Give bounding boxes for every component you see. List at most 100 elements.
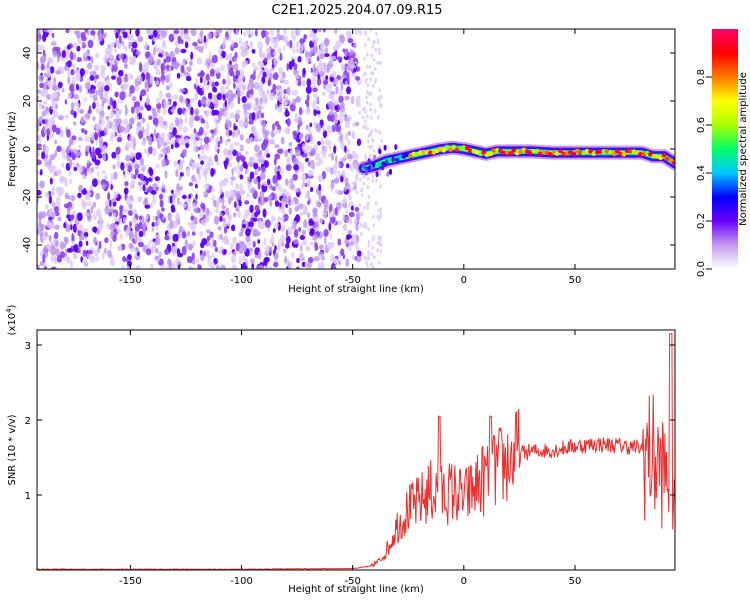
noise-blob <box>70 259 73 269</box>
noise-blob <box>364 224 368 229</box>
signal-blob <box>558 148 563 154</box>
noise-blob <box>135 29 140 37</box>
noise-blob <box>186 75 192 82</box>
noise-blob <box>154 112 158 118</box>
noise-blob <box>50 105 57 110</box>
noise-blob <box>337 190 343 196</box>
noise-blob <box>379 102 382 107</box>
noise-blob <box>285 242 290 249</box>
noise-blob <box>98 213 103 222</box>
noise-blob <box>254 29 258 37</box>
noise-blob <box>111 111 115 117</box>
signal-blob <box>448 147 453 152</box>
noise-blob <box>111 151 117 159</box>
noise-blob <box>82 249 88 257</box>
noise-blob <box>347 130 351 136</box>
noise-blob <box>54 139 57 145</box>
noise-blob <box>376 240 380 245</box>
noise-blob <box>362 224 366 229</box>
noise-blob <box>48 195 53 204</box>
noise-blob <box>355 189 359 194</box>
snr-y-ticks: 1 2 3 <box>25 341 675 502</box>
noise-blob <box>207 92 213 100</box>
noise-blob <box>180 29 184 35</box>
noise-blob <box>363 42 367 47</box>
noise-blob <box>340 63 346 70</box>
noise-blob <box>69 158 73 168</box>
noise-blob <box>174 142 180 148</box>
noise-blob <box>49 211 56 218</box>
noise-blob <box>306 101 310 108</box>
snr-series-line <box>37 333 675 570</box>
noise-blob <box>152 215 156 221</box>
noise-blob <box>129 221 133 228</box>
noise-blob <box>155 163 160 168</box>
noise-blob <box>173 29 180 34</box>
signal-blob <box>367 157 371 164</box>
noise-blob <box>45 243 51 249</box>
noise-blob <box>110 229 115 239</box>
noise-blob <box>171 207 176 213</box>
noise-blob <box>334 162 341 168</box>
noise-blob <box>89 255 96 263</box>
noise-blob <box>213 127 218 136</box>
noise-blob <box>155 69 161 76</box>
noise-blob <box>155 248 159 254</box>
noise-blob <box>77 212 83 222</box>
noise-blob <box>216 29 223 34</box>
noise-blob <box>103 32 107 38</box>
noise-blob <box>92 226 98 233</box>
noise-blob <box>119 233 123 241</box>
noise-blob <box>122 75 129 83</box>
noise-blob <box>187 230 190 237</box>
noise-blob <box>324 139 330 147</box>
noise-blob <box>330 114 335 123</box>
noise-blob <box>51 99 57 107</box>
noise-blob <box>245 258 249 267</box>
noise-blob <box>309 132 313 142</box>
noise-blob <box>180 65 185 74</box>
noise-blob <box>254 228 259 237</box>
colorbar-tick-label: 0.0 <box>696 261 707 277</box>
noise-blob <box>192 202 197 210</box>
noise-blob <box>259 190 265 199</box>
noise-blob <box>84 57 89 62</box>
signal-blob <box>394 144 398 150</box>
noise-blob <box>273 51 277 56</box>
noise-blob <box>261 166 266 173</box>
noise-blob <box>130 133 133 140</box>
noise-blob <box>37 171 40 176</box>
noise-blob <box>346 86 351 95</box>
noise-blob <box>61 162 65 168</box>
noise-blob <box>198 172 202 182</box>
noise-blob <box>142 184 146 192</box>
noise-blob <box>207 255 212 261</box>
noise-blob <box>66 44 71 50</box>
noise-blob <box>232 82 236 89</box>
noise-blob <box>157 115 164 124</box>
noise-blob <box>229 189 235 198</box>
noise-blob <box>52 109 59 119</box>
noise-blob <box>224 85 230 90</box>
noise-blob <box>58 115 64 121</box>
noise-blob <box>269 73 273 80</box>
noise-blob <box>329 76 334 82</box>
noise-blob <box>250 258 255 264</box>
noise-blob <box>286 156 291 166</box>
signal-blob <box>628 149 633 154</box>
noise-blob <box>333 145 337 154</box>
noise-blob <box>128 41 132 50</box>
noise-blob <box>138 105 144 111</box>
noise-blob <box>220 85 225 95</box>
noise-blob <box>267 265 273 269</box>
noise-blob <box>333 177 340 184</box>
noise-blob <box>222 93 226 101</box>
noise-blob <box>238 247 244 255</box>
noise-blob <box>217 249 221 255</box>
noise-blob <box>67 92 70 100</box>
noise-blob <box>161 188 166 193</box>
noise-blob <box>97 171 100 177</box>
noise-blob <box>229 143 234 152</box>
noise-blob <box>359 232 363 237</box>
noise-blob <box>332 78 339 85</box>
